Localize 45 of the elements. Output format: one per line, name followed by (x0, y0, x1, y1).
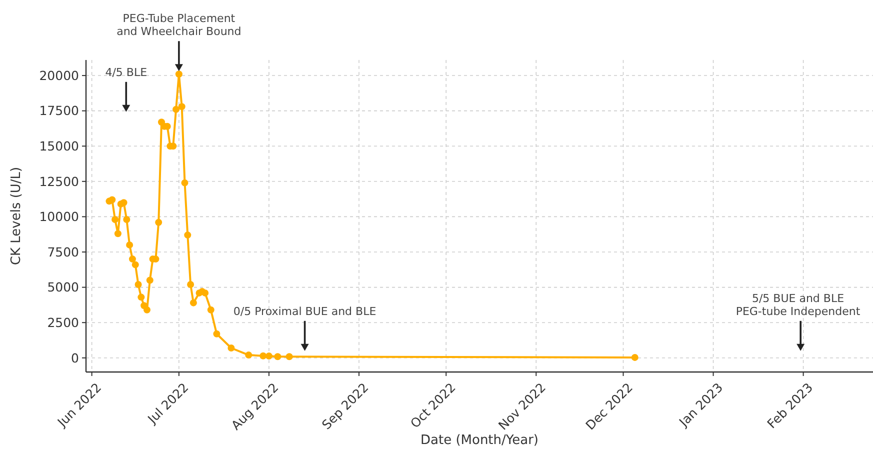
point (108, 196, 116, 204)
point (265, 352, 272, 360)
x-axis-title: Date (Month/Year) (420, 433, 538, 448)
point (207, 306, 214, 314)
y-tick-label: 20000 (39, 68, 80, 83)
point (274, 353, 282, 360)
point (172, 106, 180, 113)
y-axis-title: CK Levels (U/L) (9, 166, 24, 266)
y-tick-label: 12500 (39, 174, 80, 189)
point (120, 199, 128, 206)
y-tick-label: 10000 (39, 209, 80, 224)
point (228, 344, 235, 352)
point (190, 299, 197, 306)
annotation: PEG-Tube Placement and Wheelchair Bound (116, 12, 242, 38)
annotation: 0/5 Proximal BUE and BLE (233, 304, 376, 318)
point (134, 280, 142, 288)
point (260, 352, 267, 360)
point (128, 256, 136, 263)
point (286, 353, 293, 360)
y-tick-label: 15000 (39, 138, 80, 154)
point (631, 354, 638, 361)
point (126, 241, 134, 248)
point (132, 261, 139, 268)
point (175, 70, 182, 78)
y-tick-label: 7500 (47, 244, 80, 260)
point (146, 276, 154, 284)
point (143, 306, 150, 314)
point (112, 216, 119, 224)
point (202, 289, 209, 296)
y-tick-label: 0 (71, 350, 80, 366)
point (123, 216, 130, 224)
point (155, 218, 162, 226)
annotation: 4/5 BLE (105, 66, 148, 79)
point (213, 330, 220, 338)
y-tick-label: 2500 (47, 314, 80, 330)
point (184, 232, 192, 239)
y-tick-label: 17500 (39, 103, 80, 118)
point (187, 280, 194, 288)
point (138, 294, 145, 301)
y-tick-label: 5000 (47, 280, 80, 295)
point (114, 230, 122, 238)
point (181, 179, 188, 186)
point (178, 103, 186, 110)
point (245, 352, 252, 359)
annotation: 5/5 BUE and BLE PEG-tube Independent (736, 292, 861, 318)
